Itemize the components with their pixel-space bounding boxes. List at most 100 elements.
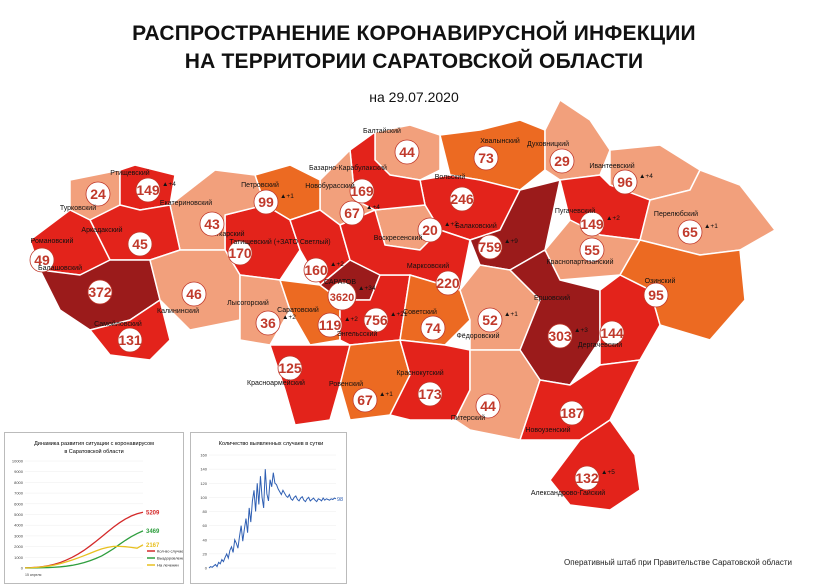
- cumulative-dynamics-chart: Динамика развития ситуации с коронавирус…: [12, 441, 187, 577]
- footer-credit: Оперативный штаб при Правительстве Сарат…: [563, 558, 792, 567]
- chart2-y-tick: 140: [200, 467, 207, 472]
- chart1-title-line1: Динамика развития ситуации с коронавирус…: [34, 441, 154, 447]
- district-case-count: 49: [34, 252, 50, 268]
- district-name: Новобурасский: [305, 182, 355, 190]
- district-case-circle: [549, 148, 575, 174]
- district-case-count: 160: [304, 262, 328, 278]
- chart1-y-tick: 4000: [14, 523, 24, 528]
- district-badge: 125 Красноармейский: [247, 355, 305, 387]
- district-increase: ▲+34: [358, 285, 376, 292]
- district-increase: ▲+21: [390, 311, 408, 318]
- district-badge: 96 Ивантеевский ▲+4: [589, 162, 653, 195]
- district-badge: 756 Энгельсский ▲+21: [337, 307, 408, 338]
- chart2-y-tick: 40: [203, 537, 208, 542]
- district-case-count: 44: [399, 144, 415, 160]
- chart1-y-tick: 2000: [14, 544, 24, 549]
- district-case-count: 67: [357, 392, 373, 408]
- district-badge: 303 Ершовский ▲+3: [534, 294, 588, 349]
- district-badge: 45 Аркадакский: [81, 226, 153, 257]
- chart1-y-tick: 8000: [14, 480, 24, 485]
- district-case-circle: [612, 169, 638, 195]
- district-badge: 170 Аткарский: [211, 230, 253, 266]
- chart1-end-label: 3469: [146, 529, 160, 535]
- district-badge: 65 Перелюбский ▲+1: [654, 210, 718, 245]
- district-increase: ▲+2: [344, 316, 358, 323]
- district-increase: ▲+1: [280, 193, 294, 200]
- district-case-count: 759: [478, 239, 502, 255]
- district-case-circle: [339, 200, 365, 226]
- district-name: Лысогорский: [227, 299, 269, 307]
- district-badge: 246 Вольский: [435, 173, 475, 212]
- district-increase: ▲+1: [379, 391, 393, 398]
- district-case-circle: [29, 247, 55, 273]
- chart2-end-label: 98: [337, 497, 343, 503]
- district-name: Балашовский: [38, 264, 82, 272]
- district-name: Духовницкий: [527, 140, 569, 148]
- chart1-y-tick: 5000: [14, 512, 24, 517]
- district-name: Ершовский: [534, 294, 570, 302]
- district-case-circle: [85, 181, 111, 207]
- district-case-count: 131: [118, 332, 142, 348]
- chart2-y-tick: 100: [200, 495, 207, 500]
- district-case-circle: [574, 465, 600, 491]
- district-case-circle: [643, 282, 669, 308]
- district-case-count: 29: [554, 153, 570, 169]
- district-name: Энгельсский: [337, 330, 378, 338]
- chart1-y-tick: 10000: [12, 459, 24, 464]
- district-case-count: 220: [436, 275, 460, 291]
- district-badge: 44 Балтайский: [363, 127, 420, 165]
- district-case-circle: [277, 355, 303, 381]
- district-name: Фёдоровский: [456, 332, 499, 340]
- district-case-circle: [473, 145, 499, 171]
- district-name: Пугачевский: [555, 207, 595, 215]
- district-badge: 67 Новобурасский ▲+4: [305, 182, 380, 226]
- chart2-y-tick: 20: [203, 551, 208, 556]
- district-badge: 173 Краснокутский: [396, 369, 444, 407]
- daily-cases-chart: Количество выявленных случаев в сутки 16…: [200, 441, 343, 571]
- map-date: на 29.07.2020: [369, 89, 459, 105]
- district-case-count: 44: [480, 398, 496, 414]
- district-case-count: 24: [90, 186, 106, 202]
- district-case-circle: [559, 400, 585, 426]
- district-badge: 372 Балашовский: [38, 264, 113, 305]
- district-case-count: 3620: [330, 292, 354, 304]
- district-badge: 46 Калининский: [157, 281, 207, 315]
- district-case-count: 149: [136, 182, 160, 198]
- district-name: Екатериновский: [160, 199, 212, 207]
- chart1-series-line: [24, 544, 144, 569]
- district-case-count: 756: [364, 312, 388, 328]
- district-case-count: 67: [344, 205, 360, 221]
- district-case-circle: [135, 177, 161, 203]
- district-case-circle: [255, 310, 281, 336]
- district-shape: [454, 349, 541, 441]
- district-case-count: 52: [482, 312, 498, 328]
- district-case-count: 169: [350, 183, 374, 199]
- district-case-circle: [435, 270, 461, 296]
- district-name: Татищевский (+ЗАТО Светлый): [229, 238, 330, 246]
- district-name: Вольский: [435, 173, 466, 181]
- chart2-series-line: [208, 469, 337, 569]
- district-increase: ▲+5: [601, 469, 615, 476]
- daily-cases-chart-panel: Количество выявленных случаев в сутки 16…: [190, 432, 347, 584]
- district-name: Самойловский: [94, 320, 142, 328]
- district-case-count: 149: [580, 216, 604, 232]
- district-name: Саратовский: [277, 306, 319, 314]
- district-name: Романовский: [31, 237, 74, 245]
- district-name: Калининский: [157, 307, 199, 315]
- chart1-title-line2: в Саратовской области: [64, 448, 123, 455]
- map-title-line1: РАСПРОСТРАНЕНИЕ КОРОНАВИРУСНОЙ ИНФЕКЦИИ: [132, 22, 696, 45]
- district-increase: ▲+2: [444, 221, 458, 228]
- district-name: Балтайский: [363, 127, 401, 135]
- district-name: Ртищевский: [110, 169, 149, 177]
- district-increase: ▲+1: [504, 311, 518, 318]
- district-case-circle: [303, 257, 329, 283]
- district-case-circle: [317, 312, 343, 338]
- chart2-title: Количество выявленных случаев в сутки: [219, 441, 323, 447]
- district-increase: ▲+4: [162, 181, 176, 188]
